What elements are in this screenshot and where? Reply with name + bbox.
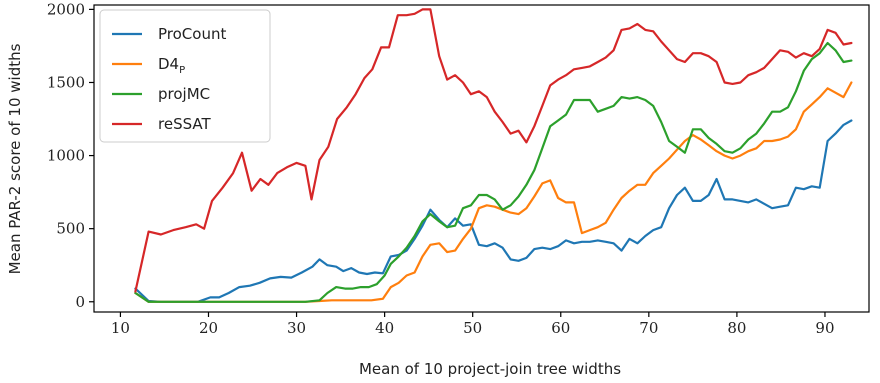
legend-label: D4P xyxy=(158,55,185,76)
plot-frame xyxy=(93,4,870,313)
y-axis-label-group: Mean PAR-2 score of 10 widths xyxy=(6,43,24,274)
y-tick-label: 2000 xyxy=(47,0,85,18)
legend-label-text: projMC xyxy=(158,85,210,103)
legend-label-text: D4 xyxy=(158,55,179,73)
x-tick-label: 10 xyxy=(111,319,130,337)
axis-ticks: 10 20 30 40 50 60 70 80 90 0 500 1000 1500 2000 xyxy=(47,0,835,337)
x-tick-label: 40 xyxy=(375,319,394,337)
legend-label: projMC xyxy=(158,85,210,103)
y-axis-label: Mean PAR-2 score of 10 widths xyxy=(6,43,24,274)
y-tick-label: 0 xyxy=(75,293,85,311)
series-line-ressat xyxy=(134,8,853,293)
y-tick-label: 1500 xyxy=(47,73,85,91)
series-line-projmc xyxy=(134,41,853,303)
x-tick-label: 80 xyxy=(727,319,746,337)
legend-label-text: ProCount xyxy=(158,25,226,43)
legend-label-text: reSSAT xyxy=(158,115,211,133)
x-tick-label: 90 xyxy=(815,319,834,337)
legend-box xyxy=(99,9,271,143)
plot-area xyxy=(134,8,853,303)
x-tick-label: 70 xyxy=(639,319,658,337)
legend-label-subscript: P xyxy=(179,65,185,76)
x-tick-label: 60 xyxy=(551,319,570,337)
y-tick-label: 1000 xyxy=(47,147,85,165)
x-tick-label: 50 xyxy=(463,319,482,337)
x-tick-label: 20 xyxy=(199,319,218,337)
legend-label: ProCount xyxy=(158,25,226,43)
series-line-procount xyxy=(134,119,853,303)
x-tick-label: 30 xyxy=(287,319,306,337)
series-line-d4p xyxy=(134,81,853,303)
legend-label: reSSAT xyxy=(158,115,211,133)
x-axis-label: Mean of 10 project-join tree widths xyxy=(359,360,621,378)
y-tick-label: 500 xyxy=(56,220,85,238)
